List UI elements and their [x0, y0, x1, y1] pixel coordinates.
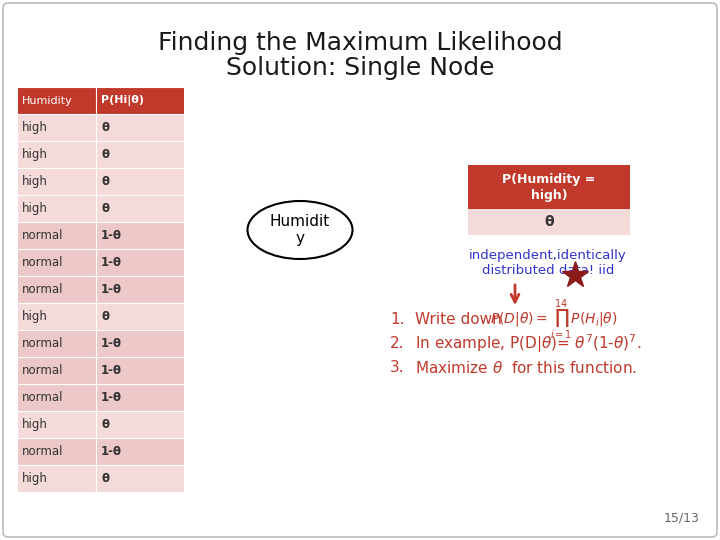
Text: distributed data! iid: distributed data! iid [482, 264, 614, 276]
Text: normal: normal [22, 337, 63, 350]
Text: θ: θ [101, 472, 109, 485]
Bar [18, 438, 184, 465]
Text: 1-θ: 1-θ [101, 364, 122, 377]
Text: θ: θ [101, 310, 109, 323]
Text: θ: θ [101, 418, 109, 431]
Bar [18, 303, 184, 330]
FancyBboxPatch shape [3, 3, 717, 537]
Text: normal: normal [22, 283, 63, 296]
Bar [18, 411, 184, 438]
Text: normal: normal [22, 445, 63, 458]
Bar [18, 249, 184, 276]
Text: normal: normal [22, 391, 63, 404]
Text: high: high [22, 121, 48, 134]
Text: high: high [22, 418, 48, 431]
Bar [18, 168, 184, 195]
Text: P(Hi|θ): P(Hi|θ) [101, 95, 144, 106]
Text: θ: θ [101, 202, 109, 215]
Ellipse shape [248, 201, 353, 259]
Bar [18, 384, 184, 411]
Text: θ: θ [101, 148, 109, 161]
Text: $P(D|\theta)=\prod_{i=1}^{14}P(H_i|\theta)$: $P(D|\theta)=\prod_{i=1}^{14}P(H_i|\thet… [490, 298, 618, 342]
Text: Solution: Single Node: Solution: Single Node [226, 56, 494, 80]
Text: high: high [22, 175, 48, 188]
Text: Maximize $\theta$  for this function.: Maximize $\theta$ for this function. [415, 360, 637, 376]
Bar [18, 276, 184, 303]
Bar [18, 330, 184, 357]
Bar [18, 87, 184, 114]
Text: independent,identically: independent,identically [469, 248, 627, 261]
Bar [18, 114, 184, 141]
Text: 1-θ: 1-θ [101, 229, 122, 242]
Bar [18, 465, 184, 492]
Text: 3.: 3. [390, 361, 405, 375]
Text: 1.: 1. [390, 313, 405, 327]
Text: Humidit: Humidit [270, 214, 330, 230]
Text: normal: normal [22, 364, 63, 377]
Bar [18, 195, 184, 222]
Text: high: high [22, 472, 48, 485]
Text: θ: θ [544, 215, 554, 229]
Text: Write down: Write down [415, 313, 502, 327]
Text: 1-θ: 1-θ [101, 256, 122, 269]
Text: normal: normal [22, 229, 63, 242]
Text: Humidity: Humidity [22, 96, 73, 105]
Text: high: high [22, 310, 48, 323]
Text: high: high [22, 148, 48, 161]
Text: Finding the Maximum Likelihood: Finding the Maximum Likelihood [158, 31, 562, 55]
Text: 2.: 2. [390, 336, 405, 352]
Bar [468, 165, 630, 209]
Text: 1-θ: 1-θ [101, 391, 122, 404]
Text: 15/13: 15/13 [664, 511, 700, 524]
Text: normal: normal [22, 256, 63, 269]
Text: high: high [22, 202, 48, 215]
Text: 1-θ: 1-θ [101, 445, 122, 458]
Text: θ: θ [101, 121, 109, 134]
Text: 1-θ: 1-θ [101, 337, 122, 350]
Text: 1-θ: 1-θ [101, 283, 122, 296]
Bar [18, 357, 184, 384]
Text: In example, P(D|$\theta$)= $\theta^7$(1-$\theta$)$^7$.: In example, P(D|$\theta$)= $\theta^7$(1-… [415, 333, 642, 355]
Bar [18, 222, 184, 249]
Bar [18, 141, 184, 168]
Text: P(Humidity =
high): P(Humidity = high) [503, 172, 595, 201]
Text: θ: θ [101, 175, 109, 188]
Bar [468, 209, 630, 235]
Text: y: y [295, 231, 305, 246]
